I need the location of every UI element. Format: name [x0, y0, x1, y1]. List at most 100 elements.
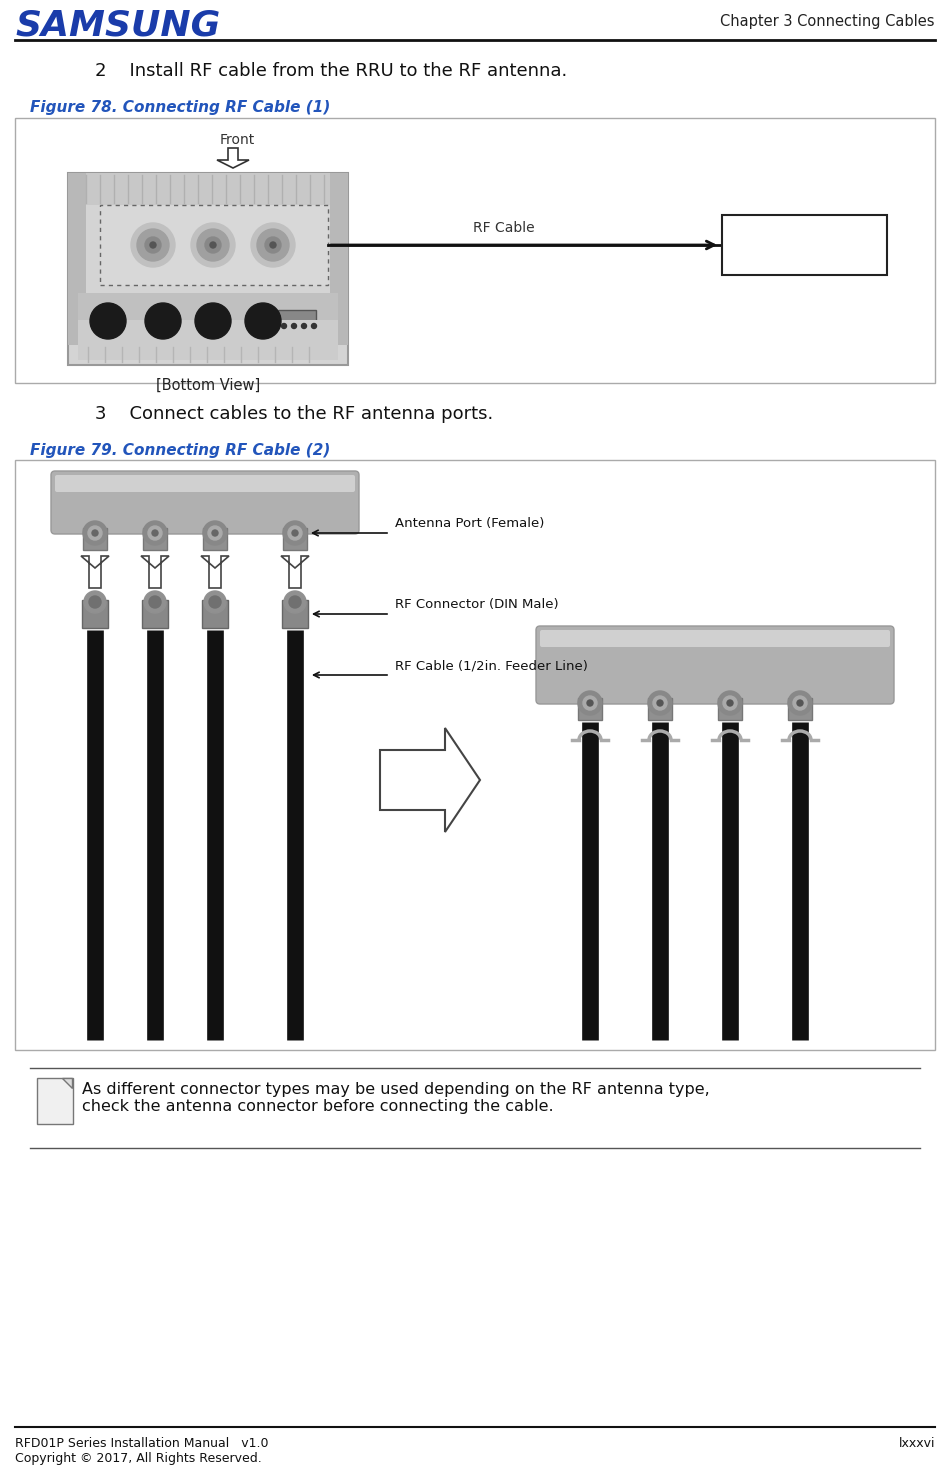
Circle shape	[292, 323, 296, 329]
Text: As different connector types may be used depending on the RF antenna type,
check: As different connector types may be used…	[82, 1083, 710, 1115]
Bar	[68, 173, 86, 345]
Text: 2    Install RF cable from the RRU to the RF antenna.: 2 Install RF cable from the RRU to the R…	[95, 62, 567, 79]
Circle shape	[312, 323, 316, 329]
Circle shape	[793, 696, 807, 710]
Bar	[278, 310, 316, 335]
Text: SAMSUNG: SAMSUNG	[15, 7, 220, 43]
Circle shape	[723, 696, 737, 710]
Circle shape	[265, 237, 281, 253]
Circle shape	[653, 696, 667, 710]
Polygon shape	[217, 148, 249, 167]
Circle shape	[88, 526, 102, 541]
Circle shape	[657, 701, 663, 707]
Polygon shape	[281, 555, 309, 588]
Circle shape	[197, 229, 229, 261]
Bar	[722, 214, 887, 275]
Circle shape	[583, 696, 597, 710]
Bar	[76, 173, 340, 206]
Bar	[202, 599, 228, 629]
Circle shape	[210, 242, 216, 248]
Bar	[282, 599, 308, 629]
Circle shape	[143, 521, 167, 545]
Circle shape	[648, 690, 672, 715]
Circle shape	[283, 521, 307, 545]
Bar	[82, 599, 108, 629]
Bar	[15, 460, 935, 1050]
Bar	[578, 698, 602, 720]
Circle shape	[205, 237, 221, 253]
Text: Front: Front	[220, 134, 256, 147]
Bar	[68, 173, 348, 364]
Circle shape	[83, 521, 107, 545]
Text: 3    Connect cables to the RF antenna ports.: 3 Connect cables to the RF antenna ports…	[95, 405, 493, 423]
Circle shape	[292, 530, 298, 536]
Circle shape	[144, 591, 166, 613]
Circle shape	[152, 530, 158, 536]
Circle shape	[727, 701, 733, 707]
Bar	[83, 527, 107, 549]
Circle shape	[150, 242, 156, 248]
Bar	[330, 173, 348, 345]
FancyBboxPatch shape	[540, 630, 890, 646]
Circle shape	[245, 303, 281, 339]
Circle shape	[204, 591, 226, 613]
Circle shape	[257, 229, 289, 261]
Bar	[283, 527, 307, 549]
Text: RFD01P Series Installation Manual   v1.0: RFD01P Series Installation Manual v1.0	[15, 1437, 269, 1450]
Circle shape	[92, 530, 98, 536]
Polygon shape	[62, 1078, 72, 1089]
Circle shape	[289, 596, 301, 608]
Polygon shape	[81, 555, 109, 588]
Circle shape	[90, 303, 126, 339]
Circle shape	[788, 690, 812, 715]
Bar	[78, 320, 338, 360]
Circle shape	[212, 530, 218, 536]
Circle shape	[578, 690, 602, 715]
Text: [Bottom View]: [Bottom View]	[156, 378, 260, 394]
Circle shape	[89, 596, 101, 608]
Text: Figure 78. Connecting RF Cable (1): Figure 78. Connecting RF Cable (1)	[30, 100, 331, 115]
Circle shape	[145, 237, 161, 253]
Text: RF Antenna: RF Antenna	[754, 238, 854, 253]
Circle shape	[209, 596, 221, 608]
FancyBboxPatch shape	[37, 1078, 73, 1124]
Text: Copyright © 2017, All Rights Reserved.: Copyright © 2017, All Rights Reserved.	[15, 1451, 262, 1465]
Circle shape	[281, 323, 287, 329]
FancyBboxPatch shape	[55, 474, 355, 492]
Bar	[15, 118, 935, 383]
Bar	[718, 698, 742, 720]
Text: Figure 79. Connecting RF Cable (2): Figure 79. Connecting RF Cable (2)	[30, 444, 331, 458]
Text: lxxxvi: lxxxvi	[899, 1437, 935, 1450]
Circle shape	[148, 526, 162, 541]
Text: Antenna Port (Female): Antenna Port (Female)	[395, 517, 544, 530]
Bar	[142, 599, 168, 629]
Bar	[648, 698, 672, 720]
Text: Chapter 3 Connecting Cables: Chapter 3 Connecting Cables	[720, 15, 935, 29]
Circle shape	[718, 690, 742, 715]
Polygon shape	[380, 729, 480, 831]
Circle shape	[191, 223, 235, 267]
Bar	[788, 698, 812, 720]
Circle shape	[195, 303, 231, 339]
Circle shape	[270, 242, 276, 248]
Polygon shape	[201, 555, 229, 588]
Bar	[100, 206, 328, 285]
Circle shape	[587, 701, 593, 707]
Circle shape	[131, 223, 175, 267]
Circle shape	[251, 223, 295, 267]
Text: RF Cable: RF Cable	[473, 220, 535, 235]
FancyBboxPatch shape	[51, 472, 359, 535]
Circle shape	[288, 526, 302, 541]
Bar	[78, 292, 338, 348]
Circle shape	[301, 323, 307, 329]
Text: RF Cable (1/2in. Feeder Line): RF Cable (1/2in. Feeder Line)	[395, 660, 588, 671]
Circle shape	[208, 526, 222, 541]
Bar	[203, 527, 227, 549]
Text: RF Connector (DIN Male): RF Connector (DIN Male)	[395, 598, 559, 611]
Circle shape	[284, 591, 306, 613]
Circle shape	[149, 596, 161, 608]
Circle shape	[137, 229, 169, 261]
Circle shape	[203, 521, 227, 545]
FancyBboxPatch shape	[536, 626, 894, 704]
Circle shape	[84, 591, 106, 613]
